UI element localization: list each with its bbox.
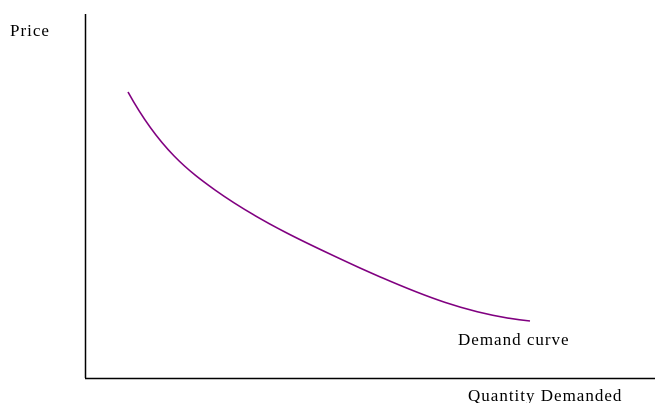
curve-label: Demand curve	[458, 330, 570, 349]
y-axis-label: Price	[10, 21, 50, 40]
demand-curve	[127, 91, 531, 322]
x-axis-label: Quantity Demanded	[468, 386, 622, 403]
